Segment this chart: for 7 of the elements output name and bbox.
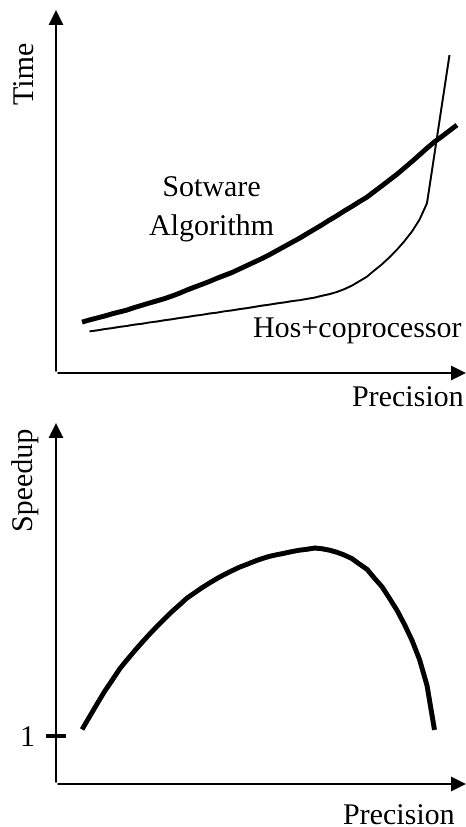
text: 1 bbox=[20, 720, 35, 753]
x-axis-title: Precision bbox=[352, 380, 464, 413]
series-label: Sotware Algorithm bbox=[149, 170, 274, 242]
x-axis-title: Precision bbox=[343, 798, 455, 827]
y-axis-title: Speedup bbox=[6, 428, 39, 532]
y-axis-title: Time bbox=[7, 42, 40, 105]
series-label: Hos+coprocessor bbox=[253, 311, 462, 344]
